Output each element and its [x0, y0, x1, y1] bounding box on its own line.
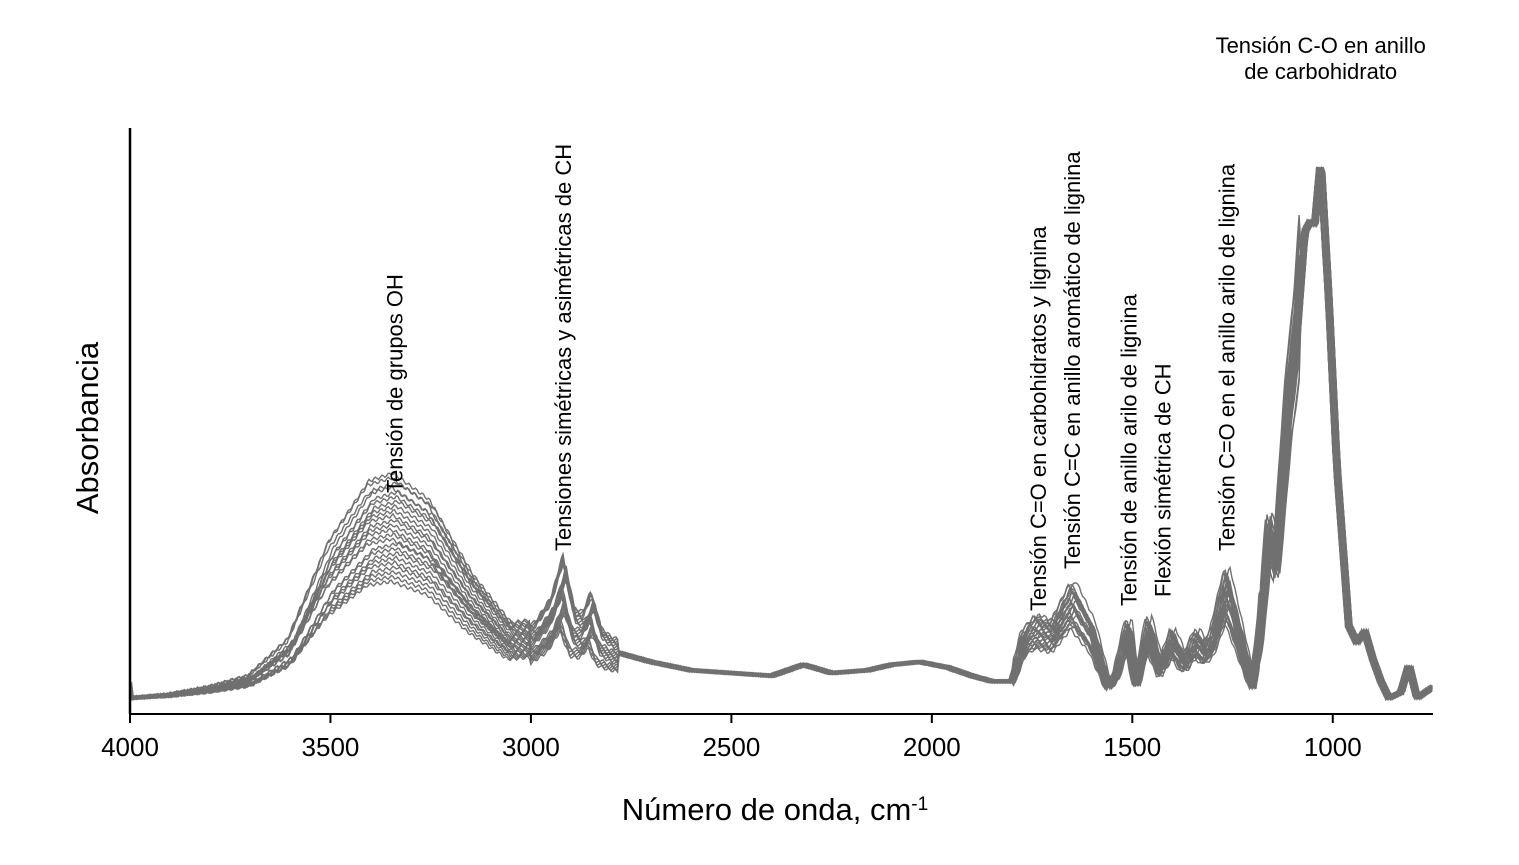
- band-annotation-label: Tensión C=O en el anillo arilo de lignin…: [1215, 163, 1240, 551]
- x-axis-ticks: 4000 3500 3000 2500 2000 1500 1000: [101, 714, 1362, 762]
- x-tick-label: 2500: [702, 732, 760, 762]
- spectra-series-group: [129, 165, 1433, 702]
- x-axis-title: Número de onda, cm-1: [622, 792, 928, 827]
- band-annotation-label: Tensiones simétricas y asimétricas de CH: [551, 144, 576, 551]
- band-annotation-label: Tensión de anillo arilo de lignina: [1116, 293, 1141, 606]
- band-annotation-label: de carbohidrato: [1244, 59, 1397, 84]
- band-annotation-label: Tensión C=O en carbohidratos y lignina: [1026, 226, 1051, 611]
- y-axis-title: Absorbancia: [70, 341, 105, 514]
- band-annotation-label: Tensión de grupos OH: [383, 274, 408, 493]
- x-tick-label: 3500: [302, 732, 360, 762]
- x-tick-label: 4000: [101, 732, 159, 762]
- band-annotation-label: Flexión simétrica de CH: [1150, 363, 1175, 597]
- x-axis-title-superscript: -1: [911, 794, 928, 815]
- x-tick-label: 1500: [1103, 732, 1161, 762]
- band-annotation-label: Tensión C-O en anillo: [1216, 33, 1426, 58]
- band-annotation-label: Tensión C=C en anillo aromático de ligni…: [1060, 151, 1085, 569]
- band-annotations: Tensión de grupos OH Tensiones simétricas…: [383, 33, 1426, 611]
- x-tick-label: 2000: [903, 732, 961, 762]
- x-axis-title-main: Número de onda, cm: [622, 792, 911, 827]
- x-tick-label: 3000: [502, 732, 560, 762]
- x-tick-label: 1000: [1304, 732, 1362, 762]
- spectrum-series-line: [129, 168, 1433, 702]
